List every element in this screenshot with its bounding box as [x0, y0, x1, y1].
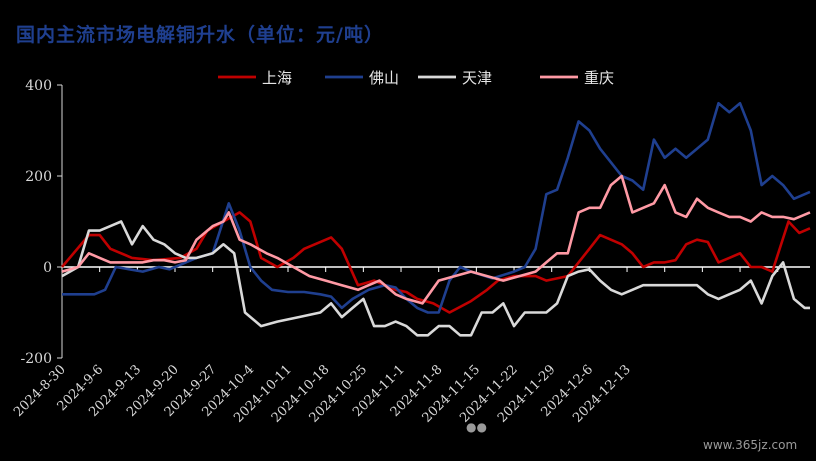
legend-label: 上海 [262, 69, 292, 87]
axes-group [57, 84, 810, 359]
series-group [61, 101, 811, 337]
series-line-上海 [61, 211, 811, 314]
legend-label: 重庆 [584, 69, 614, 87]
y-tick-label: 200 [25, 169, 52, 185]
y-tick-labels: -200 0 200 400 [21, 78, 52, 367]
x-tick-labels: 2024-8-302024-9-62024-9-132024-9-202024-… [11, 362, 634, 426]
series-line-佛山 [62, 101, 811, 314]
wechat-icon: ●● [466, 420, 487, 434]
y-tick-label: 400 [25, 78, 52, 94]
legend-label: 天津 [462, 69, 492, 87]
watermark-site: www.365jz.com [703, 438, 798, 452]
chart-title: 国内主流市场电解铜升水（单位：元/吨） [16, 24, 384, 46]
watermark-wechat: ●● [466, 420, 487, 434]
legend: 上海 佛山 天津 重庆 [218, 69, 614, 87]
y-tick-label: 0 [43, 260, 52, 276]
x-tick-label: 2024-8-30 [11, 362, 69, 420]
series-line-重庆 [61, 174, 811, 305]
y-tick-label: -200 [21, 351, 52, 367]
legend-label: 佛山 [369, 69, 399, 87]
